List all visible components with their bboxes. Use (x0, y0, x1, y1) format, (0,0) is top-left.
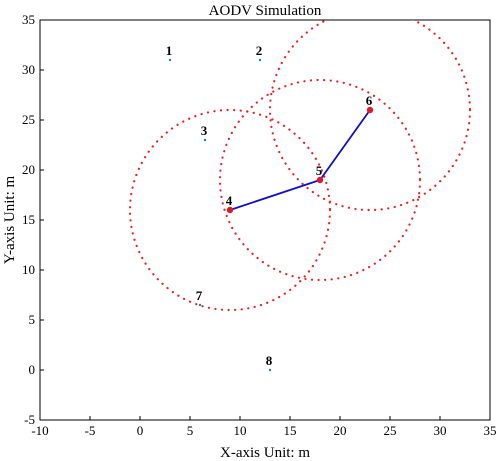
x-tick-label: 20 (334, 423, 347, 438)
y-tick-label: 30 (22, 62, 35, 77)
y-axis-label: Y-axis Unit: m (2, 176, 18, 265)
y-tick-label: 10 (22, 262, 35, 277)
node-point-4 (226, 206, 234, 214)
y-tick-label: -5 (24, 412, 35, 427)
range-circle-node-6 (268, 20, 472, 212)
node-point-8 (268, 368, 272, 372)
node-label-8: 8 (266, 353, 273, 368)
x-tick-label: -10 (31, 423, 48, 438)
node-label-7: 7 (196, 288, 203, 303)
node-label-3: 3 (201, 123, 208, 138)
node-point-5 (316, 176, 324, 184)
range-circle-node-5 (218, 78, 422, 282)
node-label-4: 4 (226, 193, 233, 208)
x-tick-label: 10 (234, 423, 247, 438)
range-circle-node-4 (128, 108, 332, 312)
node-point-7 (198, 303, 202, 307)
node-point-6 (366, 106, 374, 114)
y-tick-label: 35 (22, 12, 35, 27)
y-tick-label: 0 (29, 362, 36, 377)
node-point-2 (258, 58, 262, 62)
route-segment (229, 179, 321, 211)
x-tick-label: 15 (284, 423, 297, 438)
node-label-5: 5 (316, 163, 323, 178)
node-label-2: 2 (256, 43, 263, 58)
x-tick-label: 0 (137, 423, 144, 438)
y-tick-label: 15 (22, 212, 35, 227)
x-tick-label: 30 (434, 423, 447, 438)
x-tick-label: 25 (384, 423, 397, 438)
y-tick-label: 5 (29, 312, 36, 327)
node-label-6: 6 (366, 93, 373, 108)
node-point-1 (168, 58, 172, 62)
route-segment (319, 109, 371, 181)
node-label-1: 1 (166, 43, 173, 58)
node-point-3 (203, 138, 207, 142)
y-tick-label: 20 (22, 162, 35, 177)
x-axis-label: X-axis Unit: m (220, 445, 310, 461)
y-tick-label: 25 (22, 112, 35, 127)
x-tick-label: -5 (85, 423, 96, 438)
x-tick-label: 35 (484, 423, 497, 438)
x-tick-label: 5 (187, 423, 194, 438)
chart-title: AODV Simulation (209, 3, 322, 19)
